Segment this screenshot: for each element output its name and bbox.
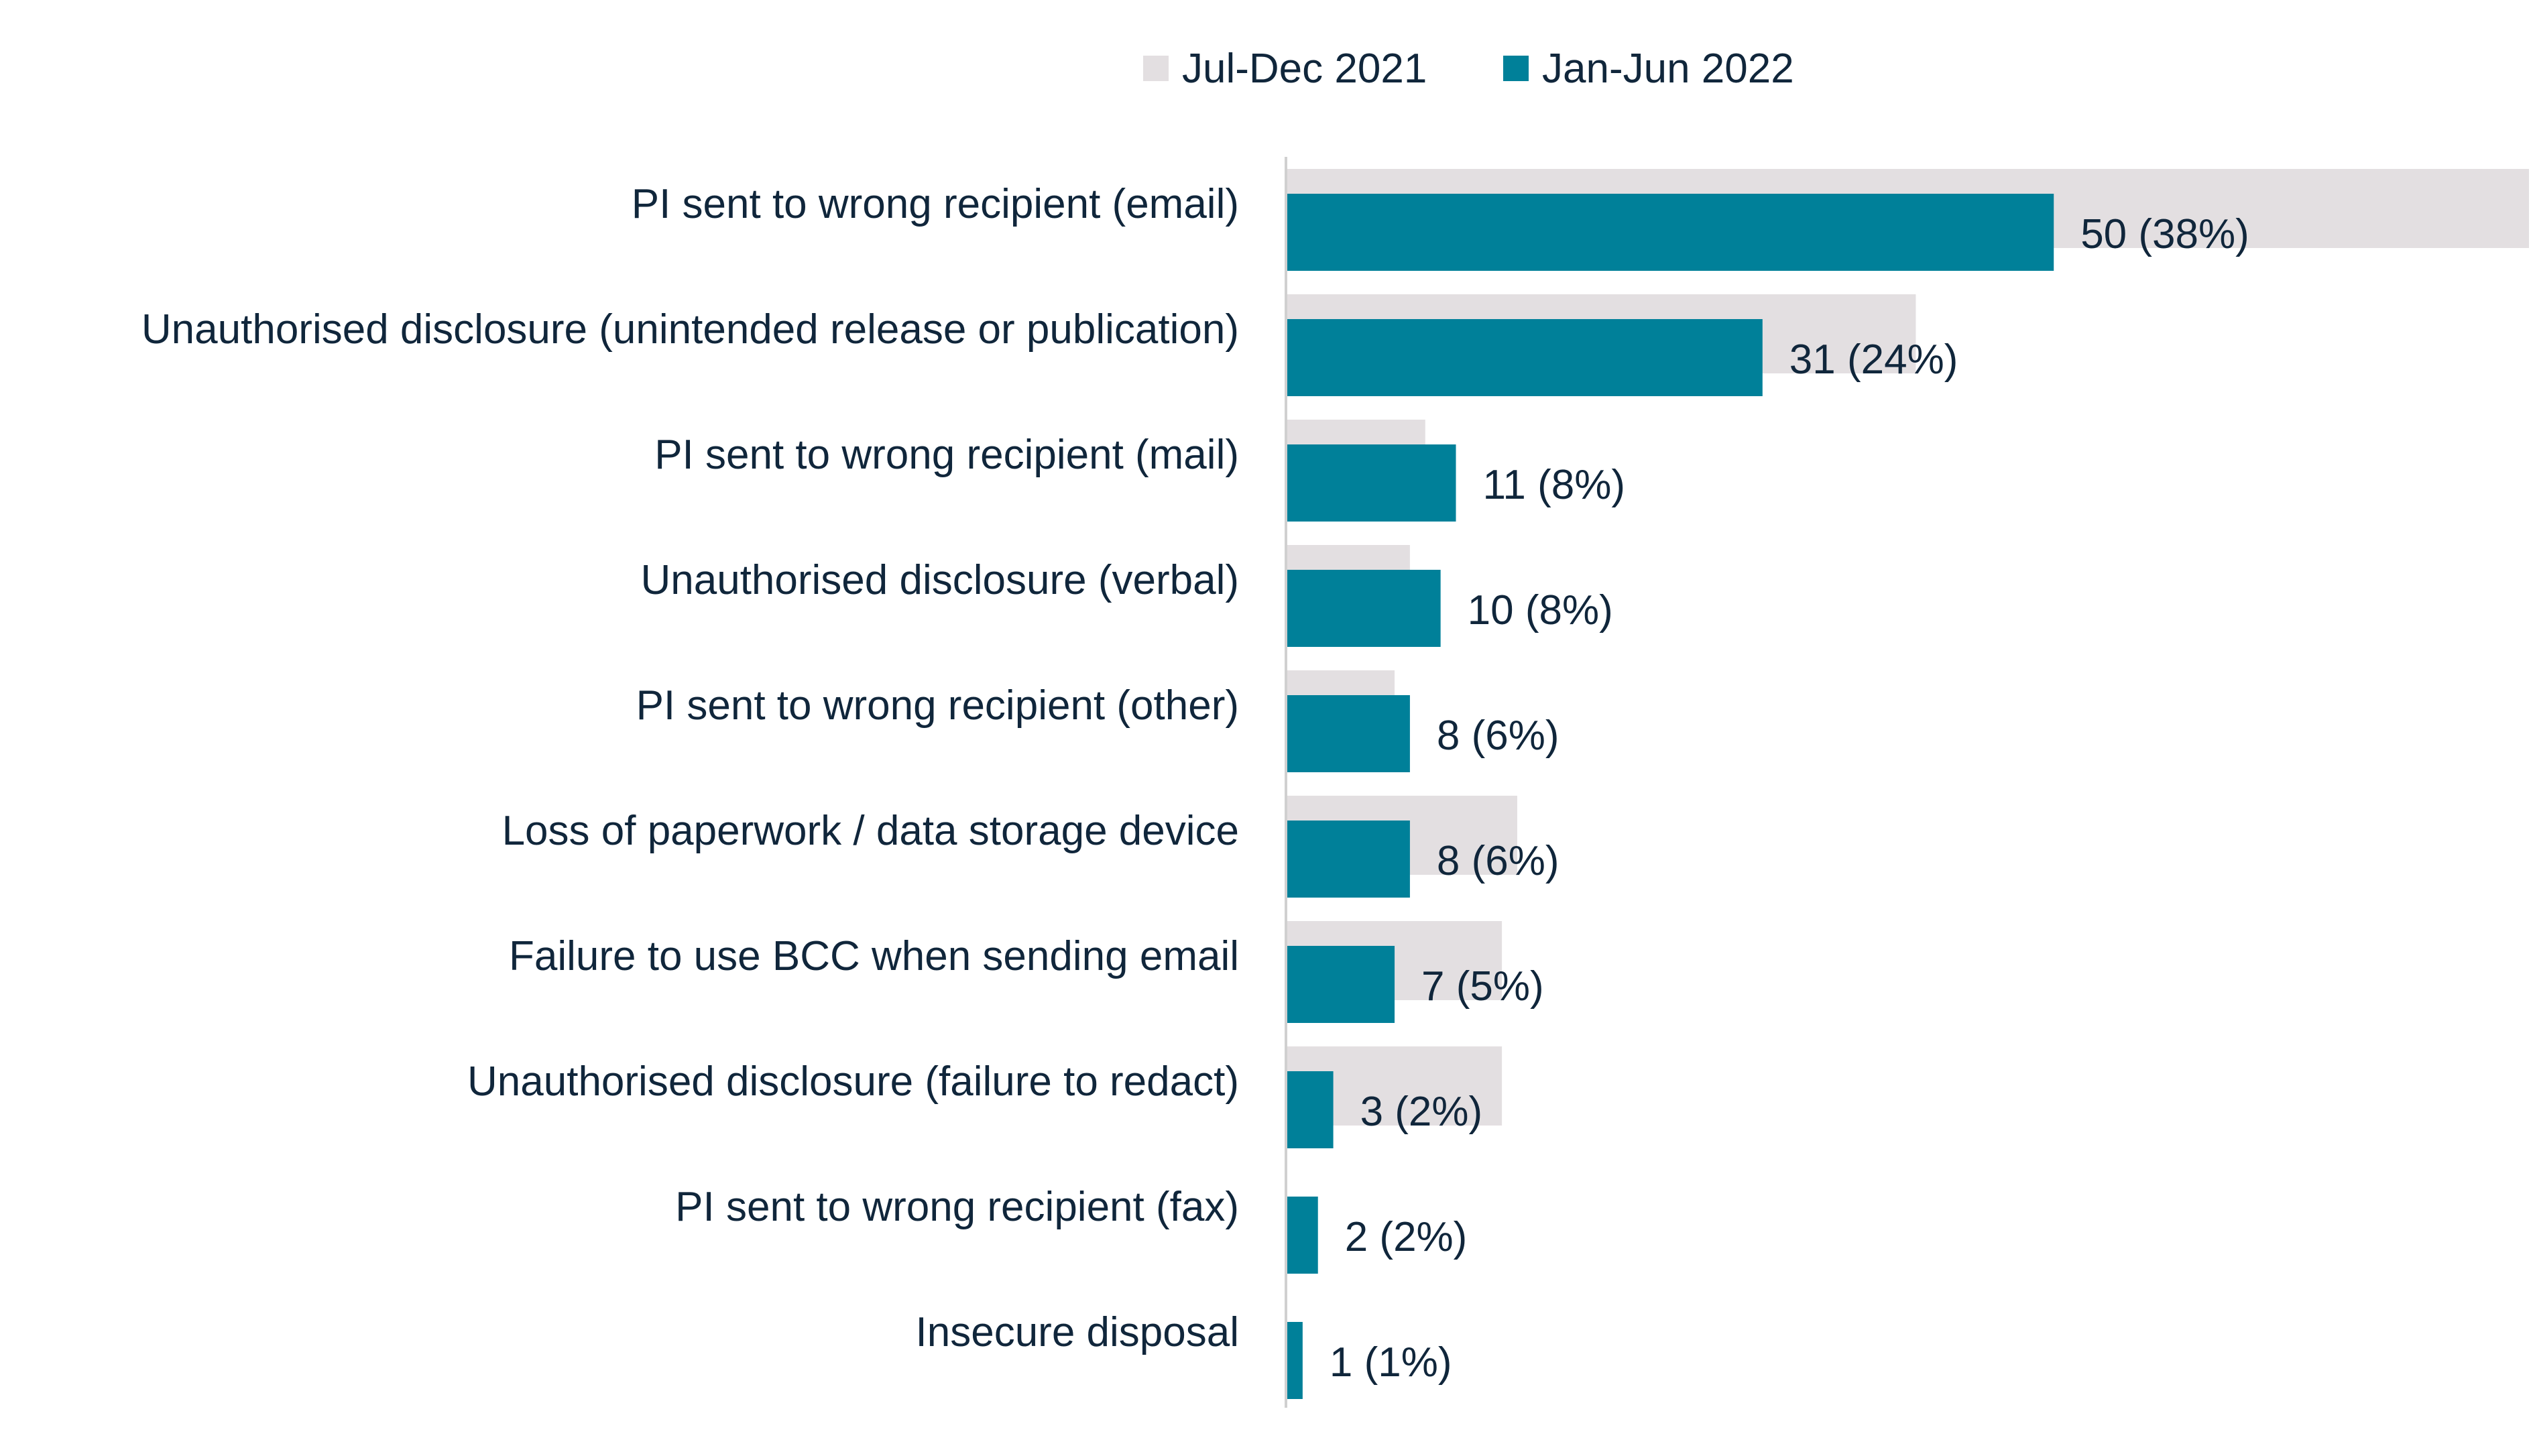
- bar-jan-jun-2022-pi-sent-to-wrong-recipient-mail: [1287, 444, 1456, 522]
- category-label-unauthorised-disclosure-verbal: Unauthorised disclosure (verbal): [640, 557, 1239, 603]
- data-label-pi-sent-to-wrong-recipient-fax: 2 (2%): [1345, 1214, 1468, 1260]
- category-label-failure-to-use-bcc-when-sending-email: Failure to use BCC when sending email: [509, 933, 1239, 979]
- bar-jan-jun-2022-unauthorised-disclosure-verbal: [1287, 570, 1441, 647]
- bar-jan-jun-2022-failure-to-use-bcc-when-sending-email: [1287, 946, 1395, 1023]
- legend-swatch-jul-dec-2021: [1143, 56, 1169, 81]
- category-label-insecure-disposal: Insecure disposal: [916, 1309, 1240, 1355]
- category-label-pi-sent-to-wrong-recipient-mail: PI sent to wrong recipient (mail): [654, 432, 1239, 478]
- category-label-pi-sent-to-wrong-recipient-fax: PI sent to wrong recipient (fax): [675, 1184, 1239, 1230]
- category-label-pi-sent-to-wrong-recipient-email: PI sent to wrong recipient (email): [632, 181, 1239, 227]
- category-label-pi-sent-to-wrong-recipient-other: PI sent to wrong recipient (other): [636, 682, 1239, 729]
- legend-label-jan-jun-2022: Jan-Jun 2022: [1542, 46, 1794, 92]
- bar-jan-jun-2022-unauthorised-disclosure-unintended-release-or-publication: [1287, 319, 1763, 396]
- bar-jan-jun-2022-pi-sent-to-wrong-recipient-email: [1287, 194, 2054, 271]
- legend: Jul-Dec 2021 Jan-Jun 2022: [1143, 46, 1794, 92]
- data-labels: 50 (38%) 31 (24%) 11 (8%) 10 (8%) 8 (6%) 8 (6…: [1330, 211, 2249, 1386]
- data-label-insecure-disposal: 1 (1%): [1330, 1339, 1452, 1386]
- category-label-loss-of-paperwork-data-storage-device: Loss of paperwork / data storage device: [502, 808, 1239, 854]
- legend-swatch-jan-jun-2022: [1503, 56, 1529, 81]
- data-label-loss-of-paperwork-data-storage-device: 8 (6%): [1437, 838, 1559, 884]
- category-labels: PI sent to wrong recipient (email) Unauth…: [141, 181, 1239, 1355]
- bar-jan-jun-2022-unauthorised-disclosure-failure-to-redact: [1287, 1071, 1334, 1148]
- category-label-unauthorised-disclosure-unintended-release-or-publication: Unauthorised disclosure (unintended rele…: [141, 306, 1239, 353]
- bar-jan-jun-2022-pi-sent-to-wrong-recipient-fax: [1287, 1197, 1318, 1274]
- data-label-pi-sent-to-wrong-recipient-other: 8 (6%): [1437, 713, 1559, 759]
- data-label-unauthorised-disclosure-failure-to-redact: 3 (2%): [1360, 1089, 1483, 1135]
- data-label-pi-sent-to-wrong-recipient-email: 50 (38%): [2080, 211, 2249, 257]
- series-jan-jun-2022: [1287, 194, 2054, 1399]
- category-label-unauthorised-disclosure-failure-to-redact: Unauthorised disclosure (failure to reda…: [467, 1058, 1239, 1105]
- bar-jan-jun-2022-loss-of-paperwork-data-storage-device: [1287, 821, 1410, 898]
- bar-jan-jun-2022-insecure-disposal: [1287, 1322, 1303, 1399]
- data-label-unauthorised-disclosure-verbal: 10 (8%): [1468, 587, 1613, 633]
- data-label-pi-sent-to-wrong-recipient-mail: 11 (8%): [1483, 462, 1626, 508]
- data-label-failure-to-use-bcc-when-sending-email: 7 (5%): [1421, 963, 1544, 1010]
- bar-jan-jun-2022-pi-sent-to-wrong-recipient-other: [1287, 695, 1410, 772]
- legend-label-jul-dec-2021: Jul-Dec 2021: [1182, 46, 1427, 92]
- data-label-unauthorised-disclosure-unintended-release-or-publication: 31 (24%): [1789, 337, 1958, 383]
